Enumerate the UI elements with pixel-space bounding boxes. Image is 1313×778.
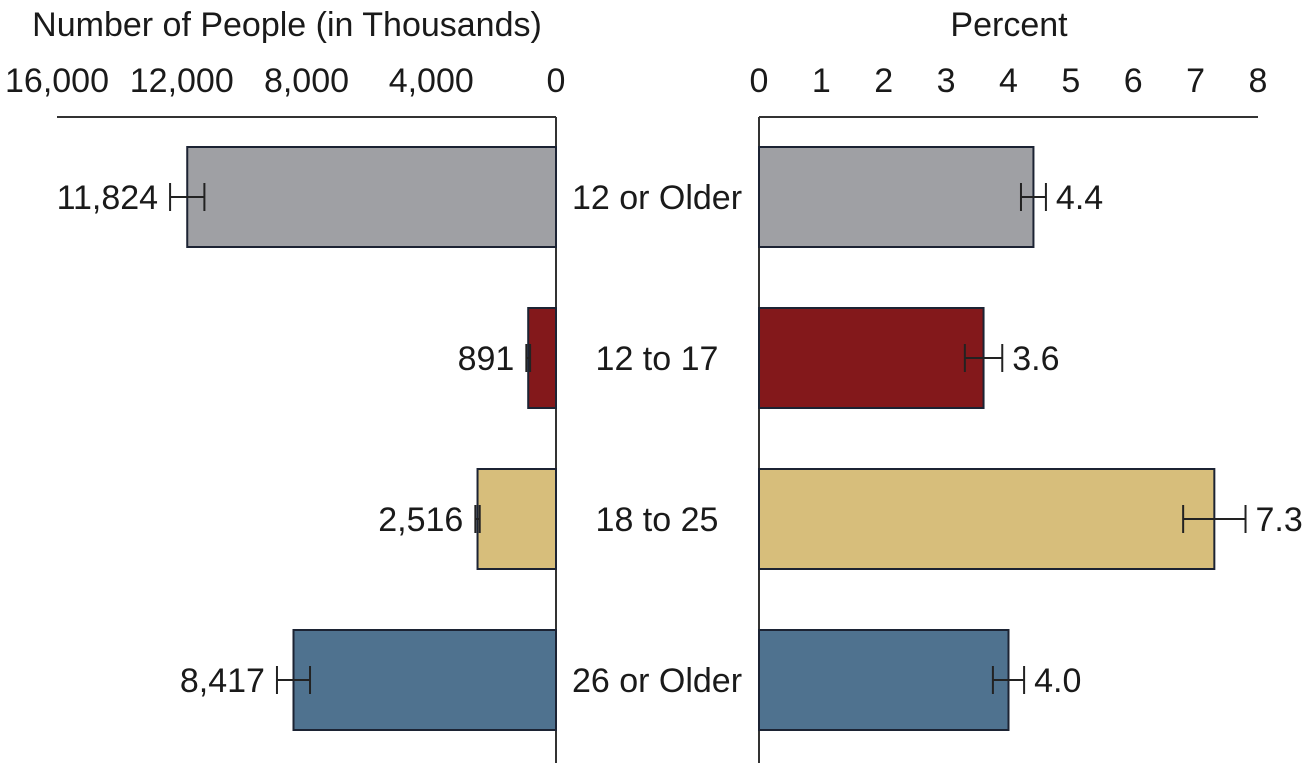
right-chart-title: Percent <box>950 6 1068 44</box>
left-data-label: 891 <box>458 340 515 378</box>
right-tick-label: 5 <box>1061 62 1080 100</box>
right-tick-label: 8 <box>1249 62 1268 100</box>
left-bar <box>527 307 557 409</box>
left-tick-label: 16,000 <box>5 62 109 100</box>
category-label: 26 or Older <box>572 662 742 700</box>
right-tick-label: 4 <box>999 62 1018 100</box>
right-tick-label: 2 <box>874 62 893 100</box>
right-tick-label: 0 <box>750 62 769 100</box>
right-data-label: 7.3 <box>1256 501 1303 539</box>
left-bar <box>186 146 557 248</box>
left-tick-label: 12,000 <box>130 62 234 100</box>
left-data-label: 11,824 <box>57 179 158 217</box>
right-tick-label: 1 <box>812 62 831 100</box>
left-bar <box>292 629 557 731</box>
category-label: 12 to 17 <box>596 340 719 378</box>
category-label: 12 or Older <box>572 179 742 217</box>
left-tick-label: 4,000 <box>389 62 474 100</box>
right-tick-label: 6 <box>1124 62 1143 100</box>
left-data-label: 8,417 <box>180 662 265 700</box>
left-bar <box>476 468 558 570</box>
left-chart-title: Number of People (in Thousands) <box>32 6 542 44</box>
right-data-label: 4.4 <box>1056 179 1103 217</box>
right-tick-label: 3 <box>937 62 956 100</box>
right-bar <box>758 146 1035 248</box>
left-tick-label: 0 <box>547 62 566 100</box>
right-bar <box>758 307 985 409</box>
left-tick-label: 8,000 <box>264 62 349 100</box>
category-label: 18 to 25 <box>596 501 719 539</box>
right-data-label: 3.6 <box>1012 340 1059 378</box>
right-bar <box>758 468 1216 570</box>
right-bar <box>758 629 1010 731</box>
right-data-label: 4.0 <box>1034 662 1081 700</box>
right-tick-label: 7 <box>1186 62 1205 100</box>
left-data-label: 2,516 <box>378 501 463 539</box>
